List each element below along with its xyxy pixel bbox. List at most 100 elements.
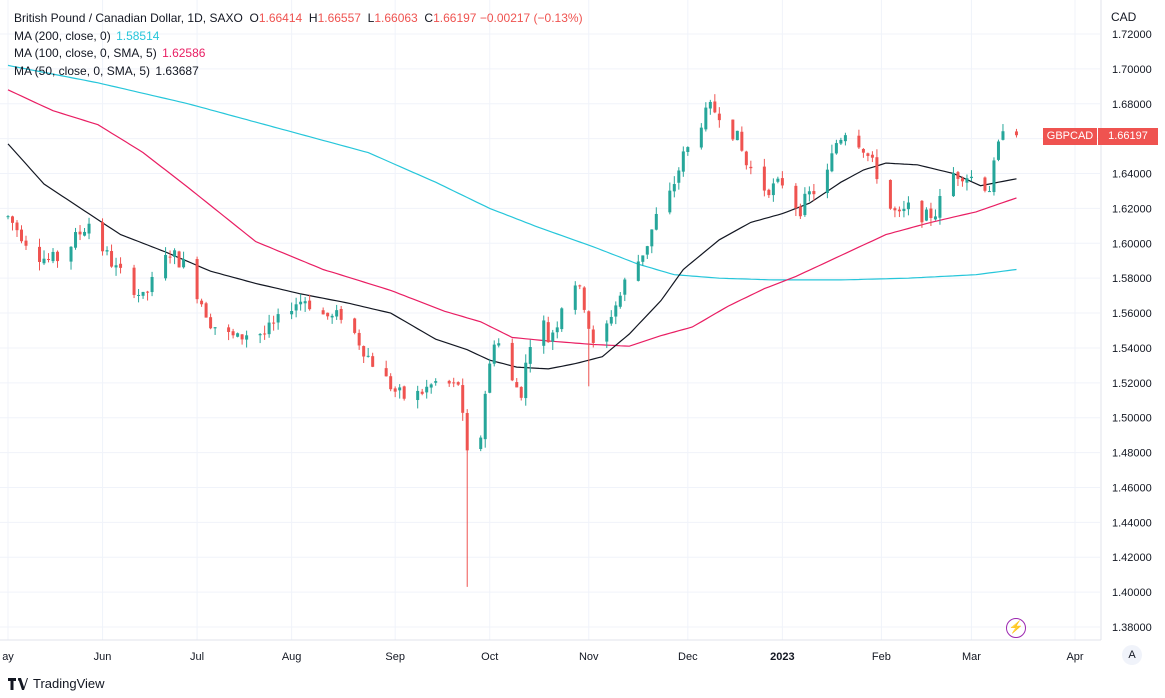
candle-body	[555, 327, 559, 333]
candle-body	[776, 178, 780, 182]
candle-body	[15, 222, 19, 231]
candle-body	[456, 382, 460, 385]
candle-body	[308, 300, 312, 310]
candle-body	[150, 276, 154, 293]
price-tick-label: 1.54000	[1112, 343, 1152, 355]
candle-body	[587, 311, 591, 329]
candle-body	[767, 189, 771, 196]
indicator-ma50[interactable]: MA (50, close, 0, SMA, 5) 1.63687	[14, 63, 199, 78]
candle-body	[168, 256, 172, 258]
symbol-row[interactable]: British Pound / Canadian Dollar, 1D, SAX…	[14, 10, 583, 28]
candle-body	[74, 232, 78, 248]
symbol-title: British Pound / Canadian Dollar, 1D, SAX…	[14, 11, 243, 25]
price-axis[interactable]: 1.720001.700001.680001.660001.640001.620…	[1100, 0, 1152, 640]
candle-body	[362, 346, 366, 357]
candle-body	[51, 251, 55, 262]
currency-label: CAD	[1111, 10, 1137, 24]
candle-body	[479, 437, 483, 450]
candle-body	[47, 258, 51, 260]
auto-scale-button[interactable]: A	[1122, 645, 1142, 665]
price-tick-label: 1.50000	[1112, 413, 1152, 425]
candle-body	[393, 388, 397, 392]
candle-body	[483, 393, 487, 440]
price-change: −0.00217 (−0.13%)	[479, 11, 583, 25]
candle-body	[231, 331, 235, 336]
indicator-ma100[interactable]: MA (100, close, 0, SMA, 5) 1.62586	[14, 46, 206, 60]
time-axis[interactable]: ay Jun Jul Aug Sep Oct Nov Dec 2023 Feb Mar Apr	[0, 639, 1101, 663]
candle-body	[672, 184, 676, 192]
candle-body	[686, 147, 690, 152]
candle-body	[384, 368, 388, 377]
bolt-icon[interactable]: ⚡	[1006, 618, 1026, 638]
candle-body	[591, 329, 595, 343]
candle-body	[668, 190, 672, 213]
candle-body	[402, 386, 406, 399]
candle-body	[812, 191, 816, 195]
candle-body	[875, 157, 879, 180]
candle-body	[1014, 131, 1018, 136]
candle-body	[204, 303, 208, 318]
candle-body	[366, 355, 370, 357]
indicator-ma200[interactable]: MA (200, close, 0) 1.58514	[14, 28, 160, 43]
candle-body	[294, 304, 298, 311]
price-tick-label: 1.64000	[1112, 169, 1152, 181]
time-tick-label: Jul	[190, 651, 204, 663]
candle-body	[749, 166, 753, 169]
candle-body	[371, 356, 375, 367]
candle-body	[560, 308, 564, 330]
candle-body	[830, 153, 834, 172]
candle-body	[645, 246, 649, 255]
time-tick-label: Dec	[678, 651, 698, 663]
candle-body	[429, 384, 433, 388]
candle-body	[717, 113, 721, 121]
candle-body	[299, 301, 303, 305]
candle-body	[524, 362, 528, 399]
candle-body	[69, 246, 73, 262]
price-tick-label: 1.40000	[1112, 587, 1152, 599]
candle-body	[195, 259, 199, 300]
price-tick-label: 1.70000	[1112, 64, 1152, 76]
time-tick-label: 2023	[770, 651, 794, 663]
candle-body	[357, 332, 361, 346]
indicator-ma200-value: 1.58514	[116, 28, 160, 43]
candle-body	[326, 312, 330, 317]
ohlc-close: C1.66197	[424, 11, 477, 25]
candle-body	[735, 130, 739, 141]
ma-line-ma100	[7, 89, 1017, 347]
candle-body	[240, 334, 244, 340]
price-tick-label: 1.42000	[1112, 552, 1152, 564]
candle-body	[839, 139, 843, 144]
candle-body	[614, 305, 618, 317]
time-tick-label: Sep	[385, 651, 405, 663]
candle-body	[20, 229, 24, 242]
candle-body	[654, 213, 658, 230]
price-tick-label: 1.68000	[1112, 99, 1152, 111]
candle-body	[933, 216, 937, 220]
price-tick-label: 1.44000	[1112, 517, 1152, 529]
time-tick-label: Oct	[481, 651, 498, 663]
candle-body	[906, 202, 910, 210]
candle-body	[164, 254, 168, 279]
candle-body	[200, 300, 204, 305]
branding[interactable]: TradingView	[8, 676, 105, 691]
candle-body	[762, 166, 766, 191]
candle-body	[807, 191, 811, 195]
price-tick-label: 1.60000	[1112, 238, 1152, 250]
ohlc-high: H1.66557	[308, 11, 361, 25]
time-tick-label: ay	[2, 651, 14, 663]
candle-body	[497, 343, 501, 346]
ohlc-open: O1.66414	[249, 11, 303, 25]
candle-body	[771, 183, 775, 196]
candle-body	[857, 135, 861, 148]
time-tick-label: Mar	[962, 651, 981, 663]
candle-body	[699, 127, 703, 148]
candle-body	[519, 386, 523, 398]
candle-body	[398, 387, 402, 391]
price-tick-label: 1.62000	[1112, 203, 1152, 215]
candle-body	[546, 322, 550, 343]
candle-body	[582, 287, 586, 310]
candle-body	[969, 176, 973, 179]
symbol-price-tag: GBPCAD	[1043, 128, 1097, 145]
candle-body	[677, 170, 681, 183]
